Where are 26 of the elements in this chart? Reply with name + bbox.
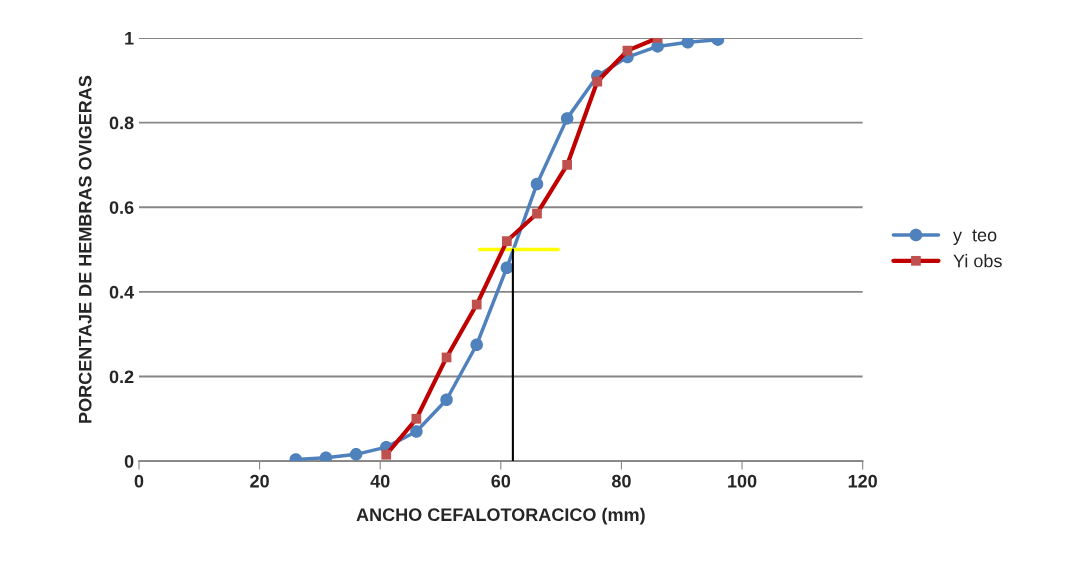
y-axis-title: PORCENTAJE DE HEMBRAS OVIGERAS [78,75,92,423]
x-tick-label: 0 [134,474,144,488]
legend-label: y teo [953,229,997,246]
x-tick-label: 60 [491,474,511,488]
point [470,338,483,351]
y-tick-label: 1 [125,32,134,45]
point [349,448,363,461]
x-tick-label: 80 [611,474,631,488]
point [500,261,514,274]
legend-label: Yi obs [953,254,1002,268]
point [410,425,423,438]
y-tick-label: 0.8 [109,116,134,130]
x-axis-title: ANCHO CEFALOTORACICO (mm) [356,507,645,525]
x-tick-label: 100 [728,474,757,488]
point [319,451,333,462]
point [681,37,695,49]
y-tick-label: 0 [124,455,134,468]
point [440,393,453,406]
y-tick-label: 0.4 [109,285,135,299]
x-tick-label: 120 [848,474,877,488]
y-tick-label: 0.2 [109,370,134,384]
y-tick-label: 0.6 [109,201,134,214]
x-tick-label: 20 [250,474,269,488]
point [560,112,574,125]
x-tick-label: 40 [370,474,390,488]
point [530,177,544,191]
